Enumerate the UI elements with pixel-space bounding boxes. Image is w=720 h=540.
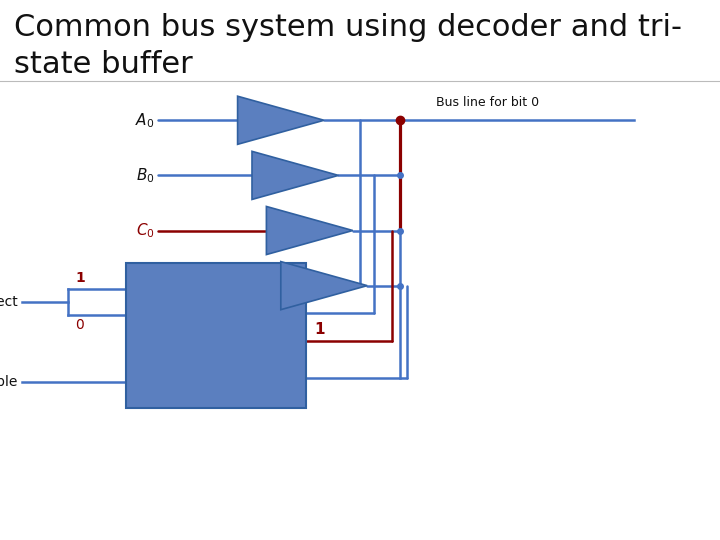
Text: 0: 0: [76, 318, 84, 332]
Text: $\mathit{D}_0$: $\mathit{D}_0$: [135, 276, 155, 295]
Text: $\mathit{B}_0$: $\mathit{B}_0$: [136, 166, 155, 185]
Text: Common bus system using decoder and tri-: Common bus system using decoder and tri-: [14, 12, 683, 42]
Text: Bus line for bit 0: Bus line for bit 0: [436, 96, 539, 109]
Text: $S_0$: $S_0$: [144, 307, 161, 323]
Polygon shape: [252, 151, 338, 199]
Text: $E$: $E$: [144, 374, 156, 390]
Text: 2 x 4: 2 x 4: [202, 315, 248, 333]
Text: state buffer: state buffer: [14, 50, 193, 79]
Text: 2: 2: [289, 334, 297, 348]
Text: 0: 0: [289, 279, 297, 293]
Text: Enable: Enable: [0, 375, 18, 389]
Polygon shape: [238, 96, 324, 144]
Text: 1: 1: [76, 271, 86, 285]
Text: $\mathit{A}_0$: $\mathit{A}_0$: [135, 111, 155, 130]
Text: 1: 1: [315, 322, 325, 337]
Text: $S_1$: $S_1$: [144, 281, 160, 298]
Polygon shape: [281, 261, 367, 310]
Polygon shape: [266, 206, 353, 254]
Text: Unit – 1: Data Representation & RTL: Unit – 1: Data Representation & RTL: [14, 514, 240, 527]
FancyBboxPatch shape: [126, 263, 306, 408]
Text: Darshan Institute of Engineering & Technology: Darshan Institute of Engineering & Techn…: [414, 514, 706, 527]
Text: Select: Select: [0, 295, 18, 309]
Text: Decoder: Decoder: [186, 341, 264, 359]
Text: $\mathit{C}_0$: $\mathit{C}_0$: [136, 221, 155, 240]
Text: 1: 1: [289, 306, 297, 320]
Text: 18: 18: [352, 514, 368, 527]
Text: 3: 3: [289, 372, 297, 386]
